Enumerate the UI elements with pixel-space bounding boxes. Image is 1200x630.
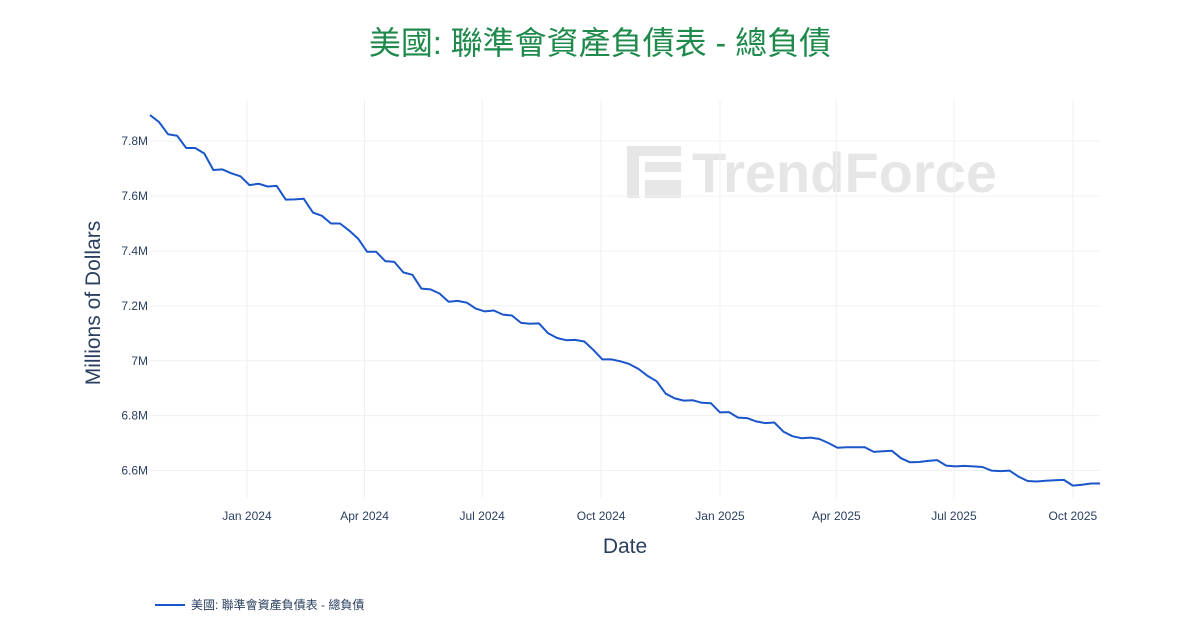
grid [150, 100, 1100, 498]
x-tick-label: Jan 2024 [222, 509, 272, 523]
legend-swatch [155, 603, 185, 606]
series-layer [149, 114, 1100, 487]
x-tick-label: Jul 2025 [931, 509, 977, 523]
y-axis-title: Millions of Dollars [82, 221, 105, 386]
x-axis: Jan 2024 Apr 2024 Jul 2024 Oct 2024 Jan 2025… [222, 509, 1097, 523]
series-line [149, 114, 1100, 487]
x-tick-label: Oct 2024 [577, 509, 626, 523]
y-tick-label: 7.6M [121, 189, 148, 203]
x-tick-label: Apr 2024 [340, 509, 389, 523]
x-tick-label: Apr 2025 [812, 509, 861, 523]
watermark-text: TrendForce [692, 141, 997, 204]
y-axis: 6.6M 6.8M 7M 7.2M 7.4M 7.6M 7.8M [121, 134, 148, 477]
legend[interactable]: 美國: 聯準會資產負債表 - 總負債 [155, 596, 364, 613]
y-tick-label: 6.6M [121, 464, 148, 478]
watermark: TrendForce [627, 141, 997, 204]
y-tick-label: 7.2M [121, 299, 148, 313]
trendforce-logo-icon [627, 146, 681, 198]
y-tick-label: 7.8M [121, 134, 148, 148]
x-tick-label: Oct 2025 [1049, 509, 1098, 523]
y-tick-label: 6.8M [121, 409, 148, 423]
chart-title: 美國: 聯準會資產負債表 - 總負債 [368, 25, 832, 61]
y-tick-label: 7M [131, 354, 148, 368]
y-tick-label: 7.4M [121, 244, 148, 258]
legend-label: 美國: 聯準會資產負債表 - 總負債 [191, 598, 365, 612]
x-tick-label: Jan 2025 [695, 509, 745, 523]
x-axis-title: Date [603, 535, 647, 558]
x-tick-label: Jul 2024 [459, 509, 505, 523]
